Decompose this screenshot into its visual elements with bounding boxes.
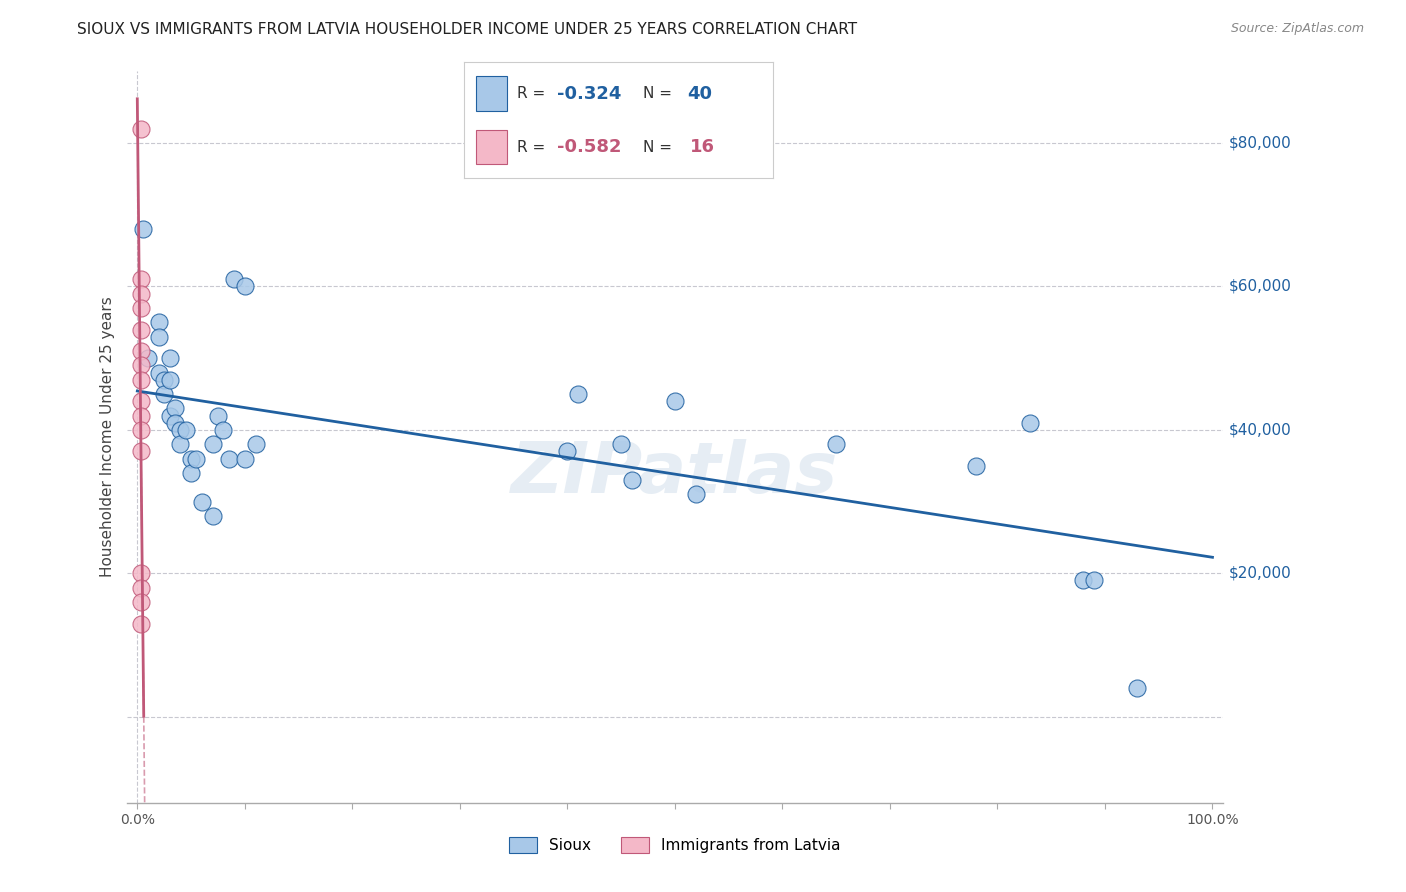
Text: $40,000: $40,000 (1229, 423, 1291, 437)
Point (965, 458, 987, 473)
Point (129, 616, 152, 631)
Point (129, 301, 152, 315)
Text: SIOUX VS IMMIGRANTS FROM LATVIA HOUSEHOLDER INCOME UNDER 25 YEARS CORRELATION CH: SIOUX VS IMMIGRANTS FROM LATVIA HOUSEHOL… (77, 22, 858, 37)
Text: $60,000: $60,000 (1229, 279, 1292, 294)
Point (159, 373, 181, 387)
Point (557, 444, 579, 458)
Point (136, 351, 159, 366)
Text: $20,000: $20,000 (1229, 566, 1291, 581)
Point (233, 451, 256, 466)
Point (245, 437, 267, 451)
Point (163, 416, 186, 430)
Text: ZIPatlas: ZIPatlas (512, 439, 838, 508)
Point (129, 581, 152, 595)
Text: N =: N = (644, 87, 678, 102)
Point (129, 286, 152, 301)
Point (159, 409, 181, 423)
Point (218, 451, 240, 466)
Point (191, 494, 214, 508)
Point (129, 322, 152, 336)
Bar (477, 129, 508, 164)
Point (233, 279, 256, 293)
Point (567, 387, 589, 401)
Point (1018, 416, 1040, 430)
Point (129, 595, 152, 609)
Text: -0.324: -0.324 (557, 85, 621, 103)
Point (129, 121, 152, 136)
Point (1126, 681, 1149, 695)
Point (212, 423, 235, 437)
Legend: Sioux, Immigrants from Latvia: Sioux, Immigrants from Latvia (502, 830, 848, 861)
Point (129, 344, 152, 359)
Text: Source: ZipAtlas.com: Source: ZipAtlas.com (1230, 22, 1364, 36)
Point (620, 473, 643, 487)
Text: R =: R = (516, 139, 550, 154)
Point (180, 466, 202, 480)
Point (1083, 574, 1105, 588)
Point (131, 222, 153, 236)
Text: 16: 16 (690, 138, 714, 156)
Point (1073, 574, 1095, 588)
Point (180, 451, 202, 466)
Point (825, 437, 848, 451)
Point (159, 351, 181, 366)
Point (153, 373, 176, 387)
Point (129, 566, 152, 581)
Text: $80,000: $80,000 (1229, 136, 1291, 151)
Point (169, 437, 191, 451)
Text: -0.582: -0.582 (557, 138, 621, 156)
Point (129, 394, 152, 409)
Point (169, 423, 191, 437)
Point (129, 359, 152, 373)
Point (174, 423, 197, 437)
Point (201, 437, 224, 451)
Point (129, 373, 152, 387)
Bar (477, 77, 508, 112)
Point (207, 409, 229, 423)
Text: 40: 40 (686, 85, 711, 103)
Point (153, 387, 176, 401)
Point (186, 451, 208, 466)
Point (148, 315, 170, 329)
Point (148, 329, 170, 343)
Point (129, 272, 152, 286)
Point (685, 487, 707, 501)
Point (201, 508, 224, 523)
Point (163, 401, 186, 416)
Point (664, 394, 686, 409)
Point (129, 423, 152, 437)
Text: N =: N = (644, 139, 678, 154)
Point (610, 437, 633, 451)
Point (148, 366, 170, 380)
Point (129, 444, 152, 458)
Point (129, 409, 152, 423)
Point (222, 272, 245, 286)
Text: R =: R = (516, 87, 550, 102)
Y-axis label: Householder Income Under 25 years: Householder Income Under 25 years (100, 297, 115, 577)
